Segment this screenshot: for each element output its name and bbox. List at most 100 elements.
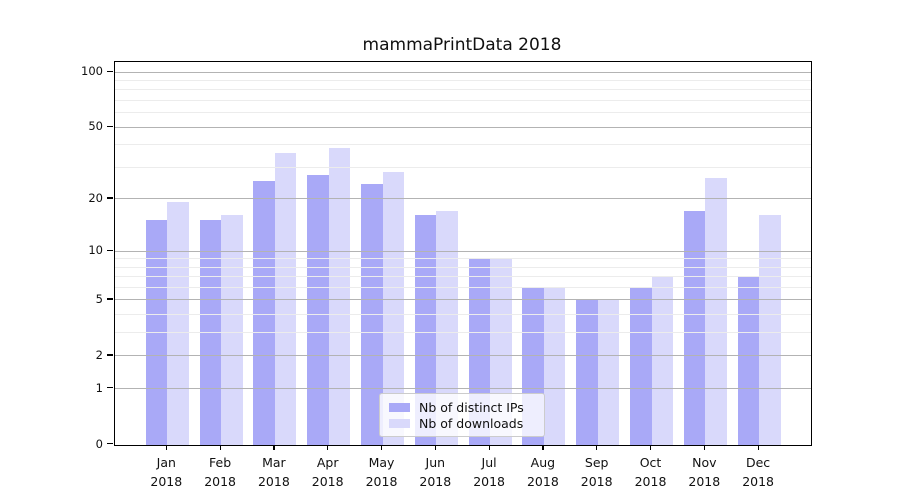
minor-gridline-4 (115, 314, 811, 316)
month-year: 2018 (419, 474, 452, 489)
bar-downloads-jun (436, 210, 458, 445)
legend-label-downloads: Nb of downloads (419, 415, 524, 431)
x-tick-jul (488, 445, 490, 450)
bar-downloads-apr (328, 148, 351, 445)
y-tick-100 (107, 70, 113, 72)
month-year: 2018 (150, 474, 183, 489)
month-year: 2018 (473, 474, 505, 489)
x-tick-label-nov: Nov 2018 (672, 453, 736, 491)
major-gridline-1 (115, 388, 811, 390)
x-tick-label-jun: Jun 2018 (403, 453, 467, 491)
x-tick-sep (596, 445, 598, 450)
x-tick-label-dec: Dec 2018 (726, 453, 790, 491)
minor-gridline-9 (115, 258, 811, 260)
plot-area (114, 61, 812, 446)
month-year: 2018 (311, 474, 344, 489)
bar-distinct-ips-dec (737, 276, 760, 445)
minor-gridline-6 (115, 286, 811, 288)
x-tick-mar (273, 445, 275, 450)
x-tick-label-oct: Oct 2018 (619, 453, 683, 491)
x-tick-dec (757, 445, 759, 450)
legend-item-downloads: Nb of downloads (389, 416, 535, 431)
bar-downloads-oct (651, 276, 673, 445)
y-tick-label-20: 20 (88, 190, 103, 205)
month-name: May (368, 455, 395, 470)
month-year: 2018 (204, 474, 236, 489)
bar-downloads-nov (705, 178, 727, 445)
bar-downloads-dec (759, 215, 781, 445)
x-tick-label-aug: Aug 2018 (511, 453, 575, 491)
x-tick-jan (165, 445, 167, 450)
y-tick-label-10: 10 (88, 243, 103, 257)
legend-item-distinct-ips: Nb of distinct IPs (389, 400, 535, 415)
bar-downloads-mar (274, 152, 297, 445)
y-tick-2 (107, 354, 113, 356)
bar-downloads-aug (543, 286, 566, 445)
x-tick-nov (703, 445, 705, 450)
x-tick-label-jul: Jul 2018 (457, 453, 521, 491)
month-year: 2018 (365, 474, 398, 489)
minor-gridline-40 (115, 144, 811, 146)
y-tick-5 (107, 298, 113, 300)
month-name: Feb (209, 455, 232, 470)
month-year: 2018 (742, 474, 774, 489)
major-gridline-10 (115, 250, 811, 252)
y-tick-1 (107, 387, 113, 389)
month-year: 2018 (580, 474, 613, 489)
month-year: 2018 (526, 474, 559, 489)
y-tick-label-5: 5 (95, 291, 103, 306)
y-tick-0 (107, 443, 113, 445)
bar-distinct-ips-mar (253, 181, 275, 445)
x-tick-label-apr: Apr 2018 (296, 453, 360, 491)
x-tick-label-mar: Mar 2018 (242, 453, 306, 491)
bar-distinct-ips-sep (576, 299, 598, 445)
bar-downloads-feb (221, 215, 243, 445)
minor-gridline-3 (115, 332, 811, 334)
legend: Nb of distinct IPs Nb of downloads (379, 393, 545, 437)
bar-distinct-ips-nov (683, 210, 706, 445)
month-name: Jul (481, 455, 497, 470)
legend-label-distinct-ips: Nb of distinct IPs (419, 399, 524, 415)
major-gridline-20 (115, 198, 811, 200)
month-name: Sep (584, 455, 609, 470)
month-year: 2018 (634, 474, 667, 489)
minor-gridline-30 (115, 166, 811, 168)
month-name: Apr (316, 455, 339, 470)
y-tick-label-0: 0 (95, 436, 103, 451)
minor-gridline-90 (115, 80, 811, 81)
x-tick-aug (542, 445, 544, 450)
minor-gridline-7 (115, 276, 811, 278)
x-tick-label-may: May 2018 (350, 453, 414, 491)
y-tick-label-100: 100 (81, 64, 103, 79)
chart-title: mammaPrintData 2018 (362, 35, 562, 55)
y-tick-label-1: 1 (95, 380, 103, 395)
bar-distinct-ips-jun (414, 215, 437, 445)
minor-gridline-80 (115, 89, 811, 91)
y-tick-10 (107, 249, 113, 251)
minor-gridline-60 (115, 112, 811, 114)
month-name: Dec (745, 455, 771, 470)
month-name: Jan (156, 455, 176, 470)
month-year: 2018 (688, 474, 721, 489)
month-year: 2018 (257, 474, 290, 489)
major-gridline-5 (115, 299, 811, 301)
bar-distinct-ips-oct (630, 286, 652, 445)
x-tick-may (381, 445, 383, 450)
minor-gridline-70 (115, 100, 811, 102)
bar-downloads-may (382, 172, 404, 445)
major-gridline-100 (115, 71, 811, 73)
y-tick-label-50: 50 (88, 119, 103, 134)
legend-swatch-downloads (389, 418, 410, 428)
month-name: Aug (530, 455, 556, 470)
month-name: Mar (262, 455, 286, 470)
y-tick-label-2: 2 (95, 347, 103, 362)
x-tick-feb (219, 445, 221, 450)
y-tick-50 (107, 125, 113, 127)
bar-downloads-jan (167, 202, 189, 445)
x-tick-label-jan: Jan 2018 (134, 453, 198, 491)
x-tick-label-sep: Sep 2018 (565, 453, 629, 491)
month-name: Jun (425, 455, 446, 470)
y-tick-20 (107, 197, 113, 199)
x-tick-label-feb: Feb 2018 (188, 453, 252, 491)
